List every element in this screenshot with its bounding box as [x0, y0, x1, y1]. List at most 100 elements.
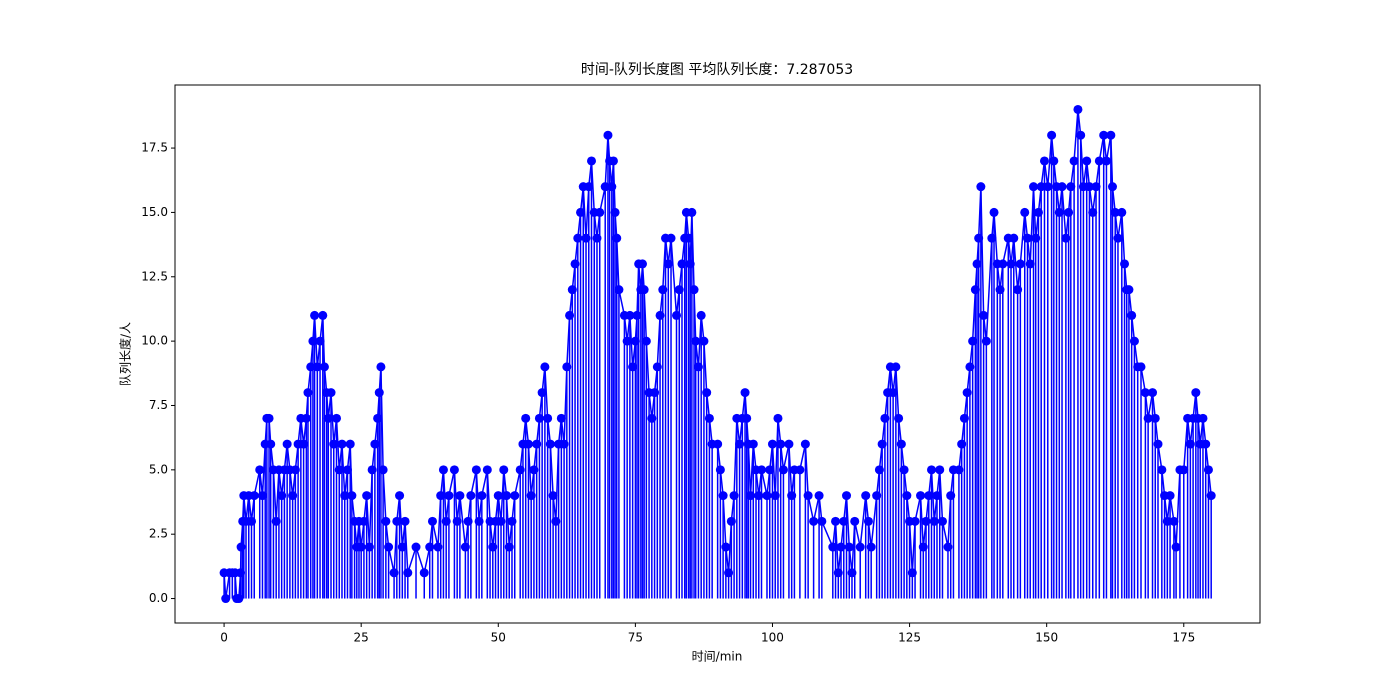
marker [323, 413, 333, 423]
marker [724, 568, 734, 578]
y-tick-label: 17.5 [141, 141, 168, 155]
marker [332, 413, 342, 423]
marker [567, 285, 577, 295]
marker [1036, 182, 1046, 192]
marker [957, 439, 967, 449]
marker [927, 465, 937, 475]
x-tick-label: 50 [491, 631, 506, 645]
marker [1076, 130, 1086, 140]
marker [1179, 465, 1189, 475]
marker [540, 362, 550, 372]
x-tick-label: 25 [354, 631, 369, 645]
marker [488, 542, 498, 552]
marker [482, 465, 492, 475]
marker [600, 182, 610, 192]
marker [844, 542, 854, 552]
marker [863, 516, 873, 526]
marker [395, 491, 405, 501]
marker [746, 491, 756, 501]
marker [899, 465, 909, 475]
marker [833, 568, 843, 578]
marker [1185, 439, 1195, 449]
y-tick-label: 7.5 [149, 398, 168, 412]
marker [236, 542, 246, 552]
marker [1066, 182, 1076, 192]
marker [630, 336, 640, 346]
marker [974, 233, 984, 243]
marker [937, 516, 947, 526]
marker [1101, 156, 1111, 166]
marker [290, 465, 300, 475]
marker [918, 542, 928, 552]
marker [847, 568, 857, 578]
marker [880, 413, 890, 423]
marker [576, 207, 586, 217]
marker [425, 542, 435, 552]
marker [817, 516, 827, 526]
marker [526, 491, 536, 501]
marker [1143, 413, 1153, 423]
marker [740, 388, 750, 398]
marker [1020, 207, 1030, 217]
marker [1162, 516, 1172, 526]
x-axis-label: 时间/min [692, 650, 743, 664]
marker [543, 413, 553, 423]
marker [1127, 310, 1137, 320]
marker [929, 516, 939, 526]
marker [310, 310, 320, 320]
marker [1057, 182, 1067, 192]
x-tick-label: 175 [1172, 631, 1195, 645]
marker [1073, 104, 1083, 114]
marker [1171, 542, 1181, 552]
marker [1129, 336, 1139, 346]
marker [1106, 130, 1116, 140]
marker [356, 542, 366, 552]
marker [891, 362, 901, 372]
marker [666, 233, 676, 243]
marker [1124, 285, 1134, 295]
marker [249, 491, 259, 501]
marker [1006, 259, 1016, 269]
marker [754, 491, 764, 501]
marker [529, 465, 539, 475]
marker [861, 491, 871, 501]
marker [910, 516, 920, 526]
marker [803, 491, 813, 501]
marker [463, 516, 473, 526]
marker [299, 439, 309, 449]
marker [556, 413, 566, 423]
y-tick-label: 0.0 [149, 591, 168, 605]
marker [622, 336, 632, 346]
marker [839, 516, 849, 526]
marker [932, 491, 942, 501]
marker [896, 439, 906, 449]
marker [1084, 182, 1094, 192]
marker [842, 491, 852, 501]
marker [674, 285, 684, 295]
marker [257, 491, 267, 501]
marker [389, 568, 399, 578]
marker [565, 310, 575, 320]
marker [376, 362, 386, 372]
y-tick-label: 2.5 [149, 527, 168, 541]
marker [959, 413, 969, 423]
marker [236, 568, 246, 578]
marker [474, 516, 484, 526]
marker [696, 310, 706, 320]
marker [374, 388, 384, 398]
marker [444, 491, 454, 501]
marker [504, 542, 514, 552]
y-tick-label: 15.0 [141, 205, 168, 219]
marker [392, 516, 402, 526]
marker [587, 156, 597, 166]
marker [1206, 491, 1216, 501]
marker [809, 516, 819, 526]
marker [1099, 130, 1109, 140]
marker [1043, 182, 1053, 192]
marker [935, 465, 945, 475]
marker [502, 491, 512, 501]
marker [562, 362, 572, 372]
marker [367, 465, 377, 475]
marker [1117, 207, 1127, 217]
y-tick-label: 12.5 [141, 269, 168, 283]
